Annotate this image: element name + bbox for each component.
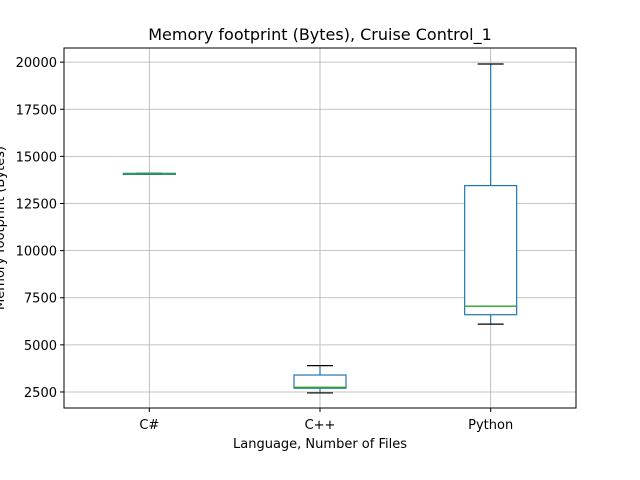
box-c- [293,364,347,394]
y-tick-label: 17500 [16,103,57,118]
y-tick-label: 20000 [16,56,57,71]
box-c- [122,172,176,175]
chart-title: Memory footprint (Bytes), Cruise Control… [148,25,492,45]
x-tick-label: C# [139,418,159,433]
x-axis-label: Language, Number of Files [233,437,407,452]
iqr-box [293,374,347,389]
box-series [122,63,518,394]
y-tick-label: 5000 [24,339,57,354]
y-axis-label: Memory footprint (Bytes) [0,146,8,310]
y-tick-label: 2500 [24,386,57,401]
x-tick-label: C++ [305,418,336,433]
x-tick-label: Python [468,418,513,433]
box-python [464,63,518,325]
iqr-box [464,184,518,316]
y-tick-label: 12500 [16,197,57,212]
y-tick-label: 15000 [16,150,57,165]
axis-ticks: C# C++ Python 2500 5000 7500 10000 12500 15000 17… [16,56,514,433]
y-tick-label: 7500 [24,292,57,307]
y-tick-label: 10000 [16,245,57,260]
